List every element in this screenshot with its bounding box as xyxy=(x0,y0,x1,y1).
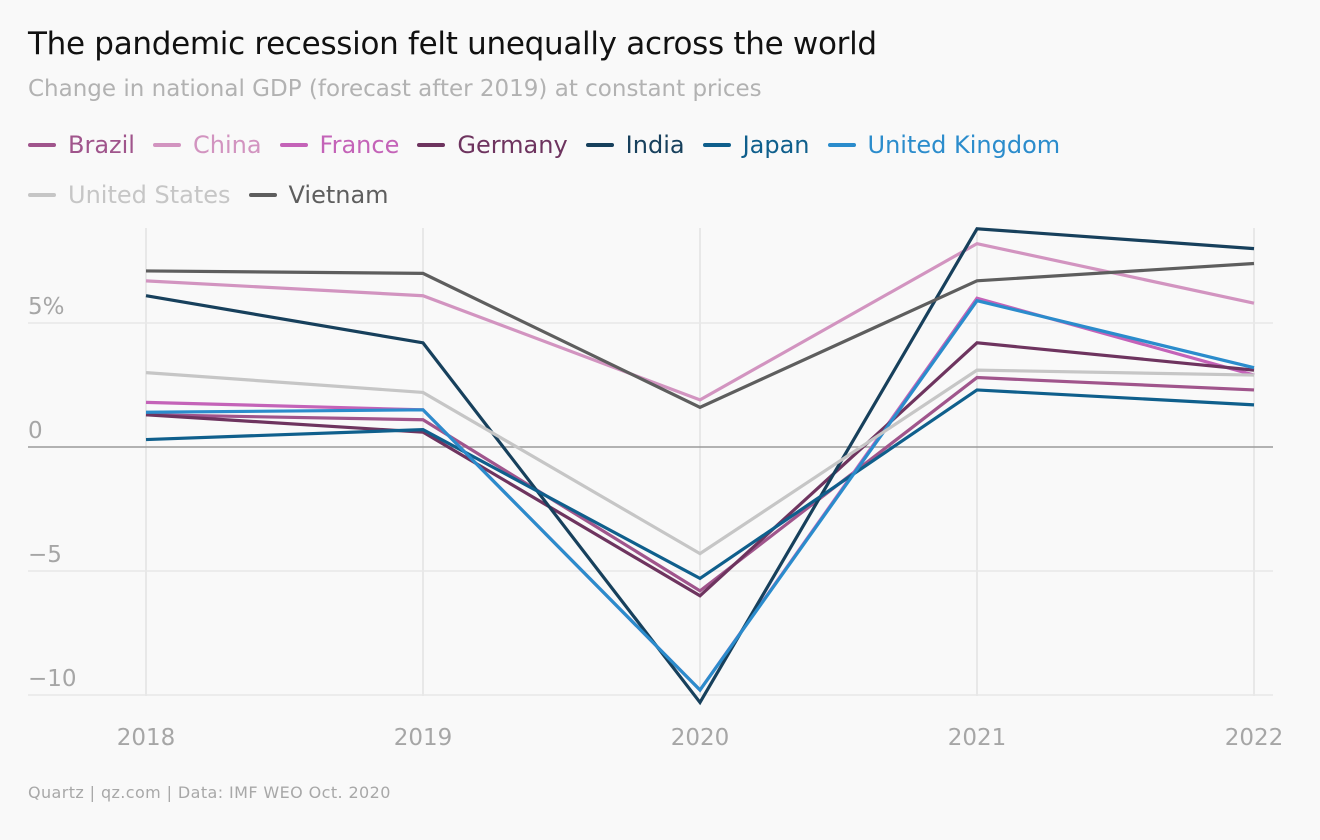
legend-swatch xyxy=(279,143,308,147)
y-tick-label: −10 xyxy=(28,666,77,692)
legend-item-brazil: Brazil xyxy=(28,128,135,162)
chart-subtitle: Change in national GDP (forecast after 2… xyxy=(28,76,762,102)
y-tick-label: 0 xyxy=(28,418,43,444)
chart-legend: Brazil China France Germany India Japan United… xyxy=(28,128,1148,228)
legend-item-vietnam: Vietnam xyxy=(248,178,389,212)
x-tick-label: 2019 xyxy=(394,725,453,751)
source-note: Quartz | qz.com | Data: IMF WEO Oct. 202… xyxy=(28,783,391,802)
x-tick-label: 2020 xyxy=(671,725,730,751)
legend-swatch xyxy=(417,143,446,147)
legend-label: India xyxy=(625,131,685,159)
chart-title: The pandemic recession felt unequally ac… xyxy=(28,26,877,62)
series-line-germany xyxy=(145,341,1255,598)
legend-label: United Kingdom xyxy=(867,131,1061,159)
legend-label: Germany xyxy=(457,131,568,159)
y-tick-label: −5 xyxy=(28,542,62,568)
legend-item-japan: Japan xyxy=(702,128,810,162)
legend-swatch xyxy=(702,143,731,147)
x-tick-label: 2022 xyxy=(1225,725,1284,751)
legend-swatch xyxy=(248,193,277,197)
legend-item-united-states: United States xyxy=(28,178,231,212)
legend-label: France xyxy=(319,131,400,159)
series-line-brazil xyxy=(145,375,1255,593)
legend-item-china: China xyxy=(152,128,262,162)
legend-swatch xyxy=(152,143,181,147)
y-tick-label: 5% xyxy=(28,294,65,320)
legend-item-india: India xyxy=(585,128,685,162)
x-tick-label: 2021 xyxy=(948,725,1007,751)
series-line-china xyxy=(145,241,1255,402)
series-line-india xyxy=(145,227,1255,706)
series-line-japan xyxy=(145,388,1255,581)
legend-label: Japan xyxy=(742,131,810,159)
x-tick-label: 2018 xyxy=(117,725,176,751)
legend-label: United States xyxy=(68,181,231,209)
legend-item-united-kingdom: United Kingdom xyxy=(827,128,1061,162)
legend-item-france: France xyxy=(279,128,400,162)
legend-swatch xyxy=(28,193,56,197)
legend-label: China xyxy=(192,131,262,159)
series-line-united-states xyxy=(145,368,1255,556)
legend-swatch xyxy=(585,143,614,147)
legend-label: Vietnam xyxy=(288,181,389,209)
legend-item-germany: Germany xyxy=(417,128,568,162)
legend-swatch xyxy=(827,143,856,147)
series-line-united-kingdom xyxy=(145,298,1255,693)
legend-swatch xyxy=(28,143,56,147)
series-line-vietnam xyxy=(145,261,1255,410)
legend-label: Brazil xyxy=(68,131,135,159)
